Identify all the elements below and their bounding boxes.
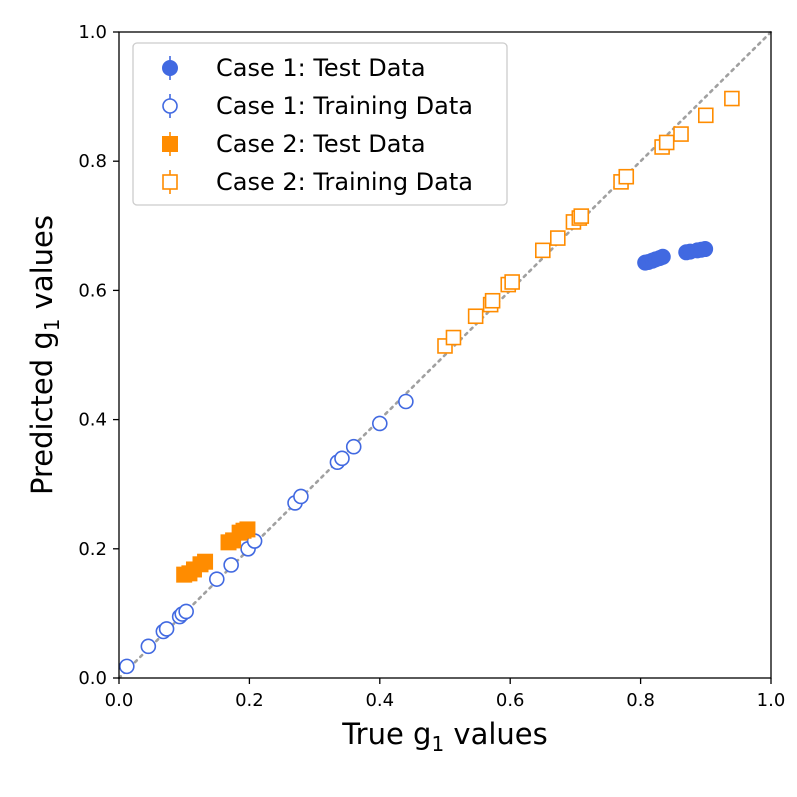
x-tick-label: 1.0 bbox=[757, 690, 786, 711]
y-tick-label: 0.0 bbox=[78, 668, 107, 689]
case1-training-point bbox=[158, 621, 175, 637]
y-axis-label-suffix: values bbox=[25, 215, 59, 319]
plot-frame bbox=[118, 31, 772, 679]
case2-training-point bbox=[618, 168, 635, 185]
legend-box bbox=[132, 42, 508, 206]
legend-label-case2-test: Case 2: Test Data bbox=[216, 130, 426, 158]
y-axis-label-subscript: 1 bbox=[40, 319, 64, 332]
case1-training-point bbox=[209, 571, 225, 587]
case1-training-point bbox=[371, 415, 388, 432]
case2-training-point bbox=[534, 242, 551, 259]
x-axis-label-subscript: 1 bbox=[431, 732, 444, 756]
case2-training-point bbox=[573, 208, 590, 224]
y-tick-label: 1.0 bbox=[78, 22, 107, 43]
case2-training-point bbox=[673, 126, 689, 142]
case2-training-point bbox=[658, 134, 675, 151]
case1-training-point bbox=[178, 603, 194, 620]
y-tick-label: 0.4 bbox=[78, 410, 107, 431]
x-tick-label: 0.6 bbox=[496, 690, 525, 711]
case1-training-point bbox=[223, 557, 239, 573]
case1-training-point bbox=[398, 393, 414, 410]
y-axis-label: Predicted g1 values bbox=[25, 215, 64, 495]
x-tick-label: 0.2 bbox=[235, 690, 264, 711]
case2-training-point bbox=[724, 90, 740, 107]
y-tick-label: 0.2 bbox=[78, 539, 107, 560]
x-tick-label: 0.4 bbox=[365, 690, 394, 711]
legend-label-case1-training: Case 1: Training Data bbox=[216, 92, 473, 120]
case1-training-point bbox=[119, 658, 135, 675]
legend: Case 1: Test Data Case 1: Training Data … bbox=[132, 42, 508, 206]
x-axis-label-main: True g bbox=[341, 717, 431, 751]
legend-marker-case1-test bbox=[162, 60, 178, 76]
case2-training-point bbox=[467, 308, 484, 325]
legend-marker-case2-test bbox=[162, 136, 178, 152]
x-axis-label-suffix: values bbox=[444, 717, 548, 751]
x-tick-label: 0.8 bbox=[626, 690, 655, 711]
case2-training-point bbox=[697, 107, 714, 124]
legend-marker-case1-training bbox=[162, 98, 178, 114]
case2-test-point bbox=[197, 553, 214, 570]
case2-training-point bbox=[549, 230, 566, 246]
case1-training-point bbox=[334, 450, 350, 467]
legend-marker-case2-training bbox=[162, 174, 178, 190]
case1-test-point bbox=[697, 241, 714, 258]
y-tick-label: 0.8 bbox=[78, 151, 107, 172]
case2-training-point bbox=[504, 274, 520, 290]
case1-test-point bbox=[654, 248, 671, 265]
case1-training-point bbox=[293, 488, 309, 505]
x-axis-label: True g1 values bbox=[341, 717, 548, 756]
case2-test-point bbox=[239, 521, 256, 538]
case1-training-point bbox=[140, 638, 157, 655]
legend-label-case2-training: Case 2: Training Data bbox=[216, 168, 473, 196]
case2-training-point bbox=[484, 292, 501, 309]
y-axis-label-main: Predicted g bbox=[25, 331, 59, 495]
x-tick-label: 0.0 bbox=[105, 690, 134, 711]
y-tick-label: 0.6 bbox=[78, 280, 107, 301]
case1-training-point bbox=[345, 438, 362, 455]
legend-label-case1-test: Case 1: Test Data bbox=[216, 54, 426, 82]
case2-training-point bbox=[445, 329, 462, 346]
